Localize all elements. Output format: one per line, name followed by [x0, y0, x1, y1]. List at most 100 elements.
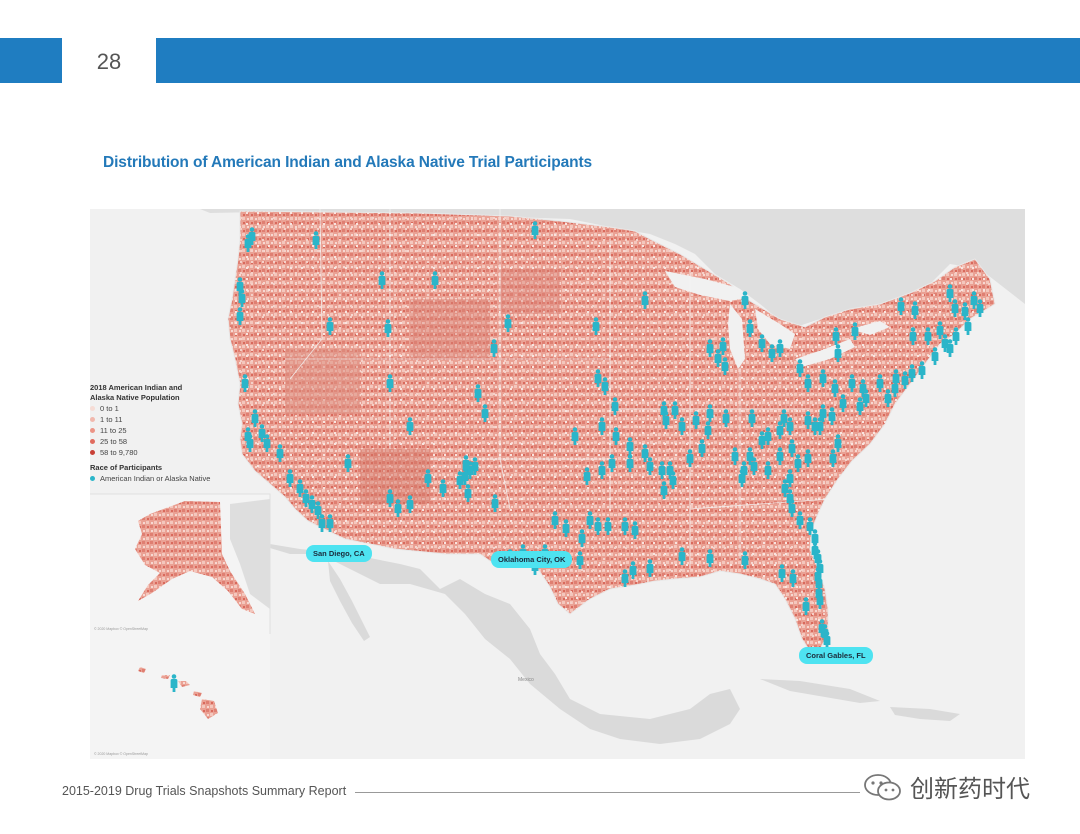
participant-marker: [594, 517, 602, 535]
legend-bin-label: 1 to 11: [100, 415, 123, 424]
participant-marker: [671, 401, 679, 419]
participant-marker: [804, 411, 812, 429]
participant-marker: [551, 511, 559, 529]
participant-marker: [908, 364, 916, 382]
participant-marker: [263, 434, 271, 452]
participant-map: © 2020 Mapbox © OpenStreetMap © 2020 Map…: [90, 209, 1025, 759]
legend-bin-label: 0 to 1: [100, 404, 119, 413]
participant-marker: [621, 517, 629, 535]
participant-marker: [170, 674, 178, 692]
participant-marker: [431, 271, 439, 289]
participant-marker: [832, 327, 840, 345]
participant-marker: [598, 461, 606, 479]
participant-marker: [819, 404, 827, 422]
participant-marker: [626, 437, 634, 455]
participant-marker: [490, 339, 498, 357]
participant-marker: [626, 454, 634, 472]
participant-marker: [788, 439, 796, 457]
legend-race-item: American Indian or Alaska Native: [90, 473, 240, 484]
participant-marker: [848, 374, 856, 392]
legend-population-title-2: Alaska Native Population: [90, 393, 180, 402]
participant-marker: [952, 327, 960, 345]
hawaii-islands: [138, 667, 218, 719]
participant-marker: [386, 374, 394, 392]
legend-bin: 0 to 1: [90, 403, 240, 414]
mexico-land: [240, 539, 740, 744]
footer-rule: [355, 792, 860, 793]
participant-marker: [612, 427, 620, 445]
callout-oklahoma-city: Oklahoma City, OK: [491, 551, 573, 568]
participant-marker: [326, 317, 334, 335]
participant-marker: [601, 377, 609, 395]
participant-marker: [474, 384, 482, 402]
hawaii-inset: [90, 634, 270, 759]
participant-marker: [706, 549, 714, 567]
participant-marker: [504, 314, 512, 332]
participant-marker: [678, 547, 686, 565]
participant-marker: [586, 511, 594, 529]
participant-marker: [789, 569, 797, 587]
participant-marker: [258, 424, 266, 442]
great-lakes: [665, 271, 890, 369]
participant-marker: [629, 561, 637, 579]
participant-marker: [646, 559, 654, 577]
participant-marker: [746, 447, 754, 465]
participant-marker: [598, 417, 606, 435]
participant-marker: [621, 569, 629, 587]
participant-marker: [378, 271, 386, 289]
participant-marker: [583, 467, 591, 485]
participant-marker: [819, 369, 827, 387]
participant-marker: [576, 551, 584, 569]
participant-marker: [796, 359, 804, 377]
canada-land: [200, 209, 1025, 329]
participant-marker: [251, 409, 259, 427]
participant-marker: [786, 417, 794, 435]
participant-marker: [641, 444, 649, 462]
participant-marker: [741, 291, 749, 309]
participant-marker: [738, 469, 746, 487]
participant-marker: [312, 231, 320, 249]
participant-marker: [660, 481, 668, 499]
map-legend: 2018 American Indian and Alaska Native P…: [90, 383, 240, 484]
legend-bin-label: 58 to 9,780: [100, 448, 138, 457]
participant-marker: [326, 514, 334, 532]
participant-marker: [776, 447, 784, 465]
participant-marker: [462, 455, 470, 473]
participant-marker: [302, 489, 310, 507]
participant-marker: [611, 397, 619, 415]
footer-report-name: 2015-2019 Drug Trials Snapshots Summary …: [62, 784, 347, 798]
participant-marker: [811, 417, 819, 435]
participant-marker: [678, 417, 686, 435]
legend-bin-swatch: [90, 439, 95, 444]
participant-marker: [961, 302, 969, 320]
legend-bin: 1 to 11: [90, 414, 240, 425]
legend-bin: 11 to 25: [90, 425, 240, 436]
participant-marker: [911, 301, 919, 319]
participant-marker: [439, 479, 447, 497]
participant-marker: [491, 494, 499, 512]
participant-marker: [308, 495, 316, 513]
participant-marker: [384, 319, 392, 337]
participant-marker: [594, 369, 602, 387]
page-number: 28: [96, 49, 122, 74]
participant-marker: [834, 344, 842, 362]
participant-marker: [851, 322, 859, 340]
participant-marker: [604, 517, 612, 535]
participant-marker: [884, 389, 892, 407]
participant-marker: [531, 221, 539, 239]
participant-marker: [964, 317, 972, 335]
participant-marker: [781, 479, 789, 497]
participant-marker: [714, 349, 722, 367]
participant-marker: [296, 479, 304, 497]
legend-bin-swatch: [90, 450, 95, 455]
participant-marker: [931, 347, 939, 365]
svg-text:Mexico: Mexico: [518, 677, 534, 683]
participant-marker: [424, 469, 432, 487]
participant-marker: [241, 374, 249, 392]
participant-marker: [662, 411, 670, 429]
participant-marker: [746, 319, 754, 337]
participant-marker: [856, 397, 864, 415]
participant-marker: [758, 431, 766, 449]
participant-marker: [839, 394, 847, 412]
participant-marker: [811, 541, 819, 559]
